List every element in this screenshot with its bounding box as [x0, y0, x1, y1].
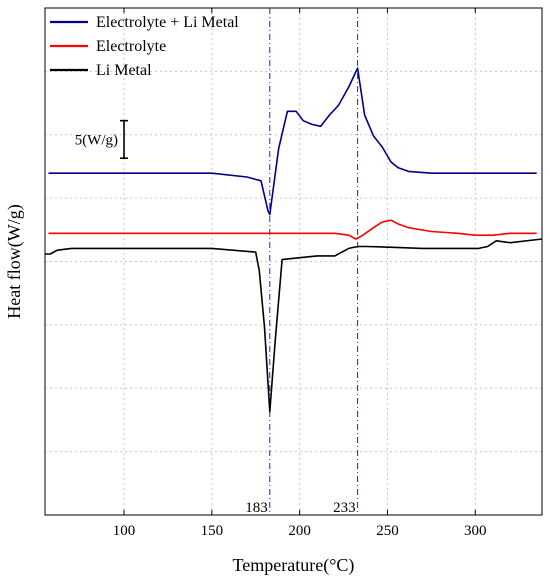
- x-tick-label: 300: [464, 523, 487, 539]
- legend-label-1: Electrolyte + Li Metal: [96, 14, 239, 31]
- series-line-3: [45, 238, 543, 413]
- x-tick-label: 200: [288, 523, 311, 539]
- grid-lines: [45, 8, 542, 515]
- series-lines: [45, 67, 543, 413]
- x-tick-label: 100: [113, 523, 136, 539]
- legend-label-2: Electrolyte: [96, 38, 166, 55]
- x-axis-title: Temperature(°C): [233, 555, 355, 576]
- plot-frame: [44, 7, 543, 516]
- legend: Electrolyte + Li Metal Electrolyte Li Meta…: [50, 14, 239, 79]
- series-line-2: [48, 219, 537, 240]
- vline-label-233: 233: [333, 500, 356, 516]
- reference-lines: 183 233: [245, 8, 359, 516]
- scale-bar: 5(W/g): [75, 119, 129, 160]
- x-tick-label: 150: [201, 523, 224, 539]
- series-line-1: [48, 67, 537, 216]
- legend-label-3: Li Metal: [96, 62, 152, 79]
- x-axis-ticks: 100 150 200 250 300: [113, 8, 487, 539]
- x-tick-label: 250: [376, 523, 399, 539]
- scale-bar-label: 5(W/g): [75, 132, 118, 148]
- vline-label-183: 183: [245, 500, 268, 516]
- y-axis-title: Heat flow(W/g): [4, 204, 25, 318]
